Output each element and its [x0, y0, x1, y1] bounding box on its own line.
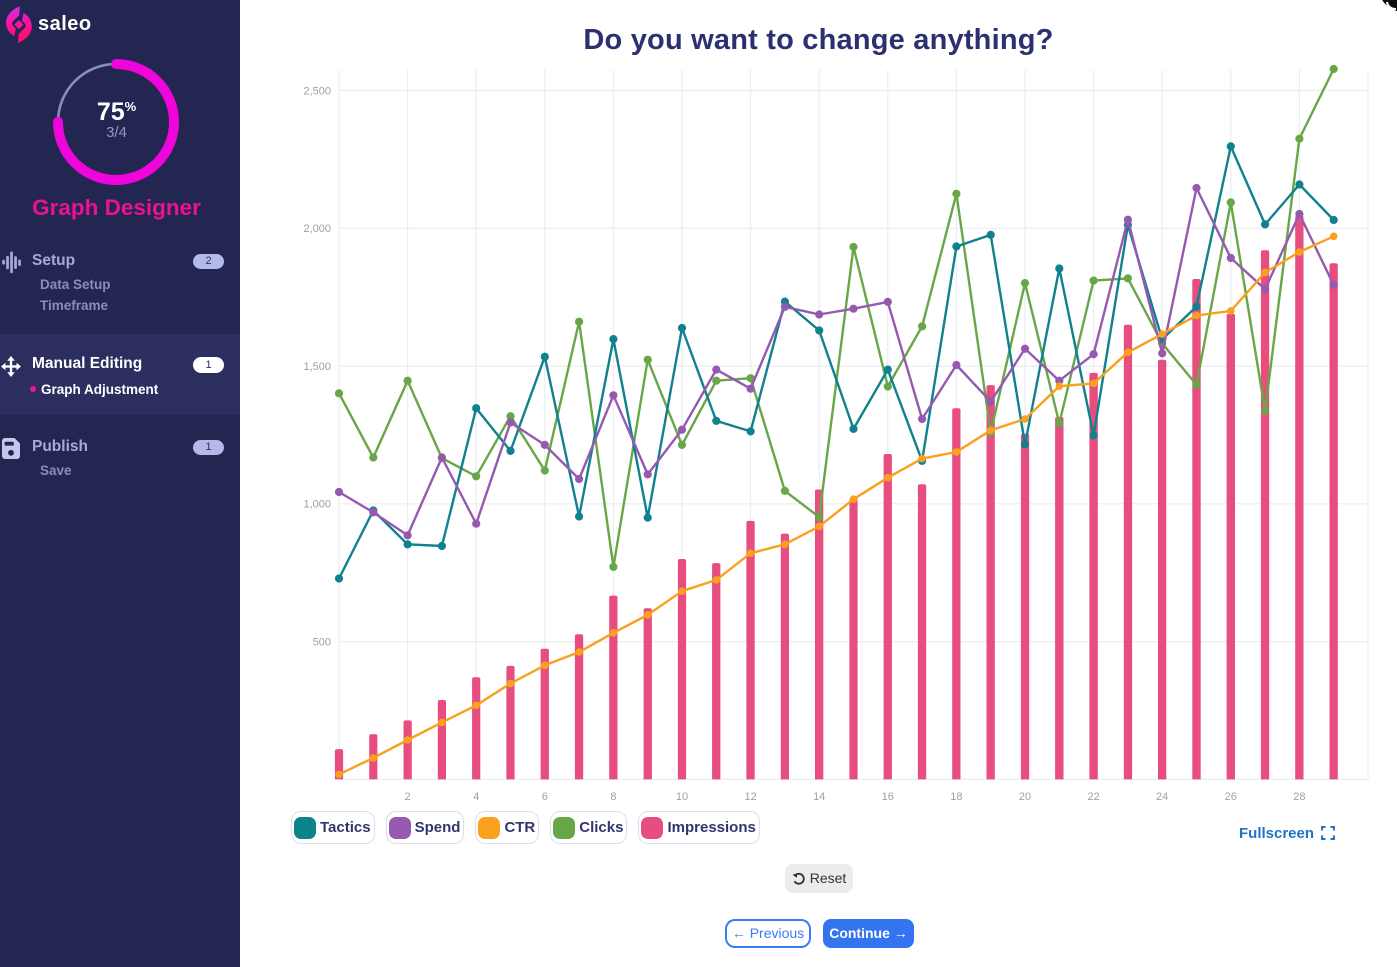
svg-text:14: 14: [813, 791, 825, 803]
svg-text:4: 4: [473, 791, 479, 803]
svg-text:2,500: 2,500: [303, 85, 331, 97]
svg-text:10: 10: [676, 791, 688, 803]
svg-text:16: 16: [882, 791, 894, 803]
svg-text:26: 26: [1225, 791, 1237, 803]
svg-text:12: 12: [744, 791, 756, 803]
svg-text:2,000: 2,000: [303, 223, 331, 235]
svg-text:2: 2: [405, 791, 411, 803]
svg-text:500: 500: [313, 636, 331, 648]
svg-text:8: 8: [610, 791, 616, 803]
svg-text:28: 28: [1293, 791, 1305, 803]
svg-text:22: 22: [1087, 791, 1099, 803]
svg-text:18: 18: [950, 791, 962, 803]
svg-text:6: 6: [542, 791, 548, 803]
svg-text:1,500: 1,500: [303, 361, 331, 373]
svg-text:20: 20: [1019, 791, 1031, 803]
svg-text:1,000: 1,000: [303, 499, 331, 511]
svg-text:24: 24: [1156, 791, 1168, 803]
